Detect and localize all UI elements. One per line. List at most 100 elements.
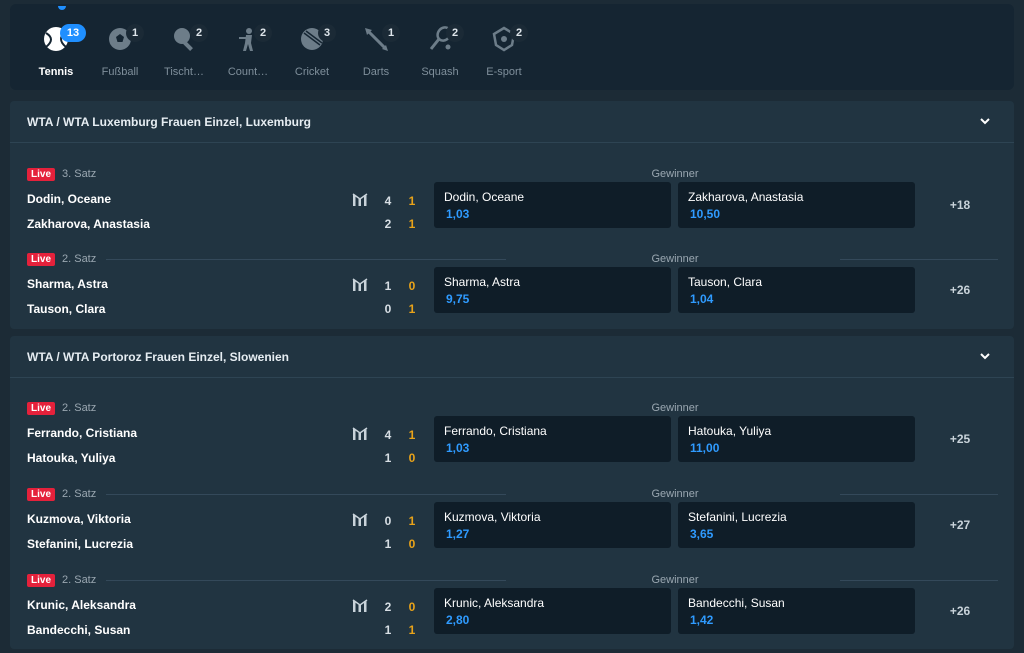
live-badge: Live (27, 168, 56, 181)
odd-button-away[interactable]: Hatouka, Yuliya 11,00 (678, 416, 915, 462)
divider (840, 580, 998, 581)
league-header[interactable]: WTA / WTA Portoroz Frauen Einzel, Slowen… (10, 336, 1014, 378)
stats-icon[interactable] (352, 193, 368, 207)
games-away: 1 (408, 217, 416, 231)
sets-away: 0 (384, 302, 392, 316)
more-markets-button[interactable]: +26 (949, 283, 971, 297)
market-label: Gewinner (651, 488, 699, 500)
sport-label: Squash (421, 66, 459, 78)
odd-selection: Krunic, Aleksandra (444, 596, 545, 610)
sets-away: 1 (384, 623, 392, 637)
sets-away: 1 (384, 451, 392, 465)
odd-button-away[interactable]: Stefanini, Lucrezia 3,65 (678, 502, 915, 548)
odd-button-away[interactable]: Bandecchi, Susan 1,42 (678, 588, 915, 634)
sport-tab-tennis[interactable]: 13 Tennis (24, 18, 88, 80)
games-home: 1 (408, 514, 416, 528)
league-title: WTA / WTA Portoroz Frauen Einzel, Slowen… (27, 349, 290, 364)
sports-nav: 13 Tennis 1 Fußball 2 Tischt… 2 Count… (24, 18, 536, 80)
sport-tab-esport[interactable]: 2 E-sport (472, 18, 536, 80)
league-header[interactable]: WTA / WTA Luxemburg Frauen Einzel, Luxem… (10, 101, 1014, 143)
player-away[interactable]: Zakharova, Anastasia (27, 217, 150, 231)
sport-tab-darts[interactable]: 1 Darts (344, 18, 408, 80)
stats-icon[interactable] (352, 278, 368, 292)
more-markets-button[interactable]: +27 (949, 518, 971, 532)
sports-bar: 13 Tennis 1 Fußball 2 Tischt… 2 Count… (10, 4, 1014, 90)
odd-selection: Bandecchi, Susan (688, 596, 785, 610)
match-period: 2. Satz (62, 253, 97, 265)
odd-selection: Hatouka, Yuliya (688, 424, 772, 438)
odd-value: 10,50 (690, 207, 721, 221)
player-home[interactable]: Krunic, Aleksandra (27, 598, 136, 612)
games-home: 1 (408, 194, 416, 208)
stats-icon[interactable] (352, 513, 368, 527)
odd-button-away[interactable]: Tauson, Clara 1,04 (678, 267, 915, 313)
odd-button-home[interactable]: Dodin, Oceane 1,03 (434, 182, 671, 228)
divider (106, 259, 506, 260)
sport-label: Tischt… (164, 66, 204, 78)
sport-count-badge: 2 (190, 24, 208, 42)
odd-button-home[interactable]: Sharma, Astra 9,75 (434, 267, 671, 313)
league-section: WTA / WTA Portoroz Frauen Einzel, Slowen… (10, 336, 1014, 649)
games-away: 1 (408, 302, 416, 316)
player-home[interactable]: Ferrando, Cristiana (27, 426, 138, 440)
chevron-down-icon[interactable] (978, 114, 992, 128)
sport-label: E-sport (486, 66, 522, 78)
more-markets-button[interactable]: +26 (949, 604, 971, 618)
player-away[interactable]: Hatouka, Yuliya (27, 451, 116, 465)
sport-tab-cricket[interactable]: 3 Cricket (280, 18, 344, 80)
sets-home: 1 (384, 279, 392, 293)
sport-tab-football[interactable]: 1 Fußball (88, 18, 152, 80)
divider (106, 494, 506, 495)
cricket-ball-icon (297, 24, 327, 54)
player-home[interactable]: Kuzmova, Viktoria (27, 512, 131, 526)
market-label: Gewinner (651, 574, 699, 586)
odd-value: 11,00 (690, 441, 720, 455)
odd-value: 1,04 (690, 292, 714, 306)
odd-button-home[interactable]: Krunic, Aleksandra 2,80 (434, 588, 671, 634)
sport-count-badge: 1 (126, 24, 144, 42)
odd-button-away[interactable]: Zakharova, Anastasia 10,50 (678, 182, 915, 228)
player-home[interactable]: Sharma, Astra (27, 277, 108, 291)
match-row: Live 3. Satz Dodin, Oceane Zakharova, An… (10, 158, 1014, 242)
odd-selection: Stefanini, Lucrezia (688, 510, 787, 524)
dart-icon (361, 24, 391, 54)
stats-icon[interactable] (352, 599, 368, 613)
divider (106, 580, 506, 581)
odd-value: 2,80 (446, 613, 470, 627)
games-home: 0 (408, 279, 416, 293)
more-markets-button[interactable]: +18 (949, 198, 971, 212)
odd-value: 3,65 (690, 527, 714, 541)
sport-tab-table-tennis[interactable]: 2 Tischt… (152, 18, 216, 80)
sport-count-badge: 2 (446, 24, 464, 42)
player-home[interactable]: Dodin, Oceane (27, 192, 112, 206)
odd-value: 9,75 (446, 292, 470, 306)
odd-selection: Kuzmova, Viktoria (444, 510, 541, 524)
odd-button-home[interactable]: Ferrando, Cristiana 1,03 (434, 416, 671, 462)
sport-tab-counter-strike[interactable]: 2 Count… (216, 18, 280, 80)
sport-tab-squash[interactable]: 2 Squash (408, 18, 472, 80)
sport-label: Count… (227, 66, 269, 78)
odd-button-home[interactable]: Kuzmova, Viktoria 1,27 (434, 502, 671, 548)
player-away[interactable]: Stefanini, Lucrezia (27, 537, 134, 551)
match-period: 2. Satz (62, 402, 97, 414)
sets-away: 1 (384, 537, 392, 551)
odd-value: 1,03 (446, 441, 470, 455)
player-away[interactable]: Bandecchi, Susan (27, 623, 131, 637)
chevron-down-icon[interactable] (978, 349, 992, 363)
sport-count-badge: 2 (254, 24, 272, 42)
active-indicator (58, 6, 66, 10)
league-title: WTA / WTA Luxemburg Frauen Einzel, Luxem… (27, 114, 312, 129)
more-markets-button[interactable]: +25 (949, 432, 971, 446)
sport-label: Fußball (101, 66, 139, 78)
sets-home: 4 (384, 194, 392, 208)
divider (840, 259, 998, 260)
player-away[interactable]: Tauson, Clara (27, 302, 106, 316)
match-row: Live 2. Satz Sharma, Astra Tauson, Clara… (10, 243, 1014, 327)
stats-icon[interactable] (352, 427, 368, 441)
sport-label: Darts (362, 66, 390, 78)
sets-home: 0 (384, 514, 392, 528)
match-period: 2. Satz (62, 488, 97, 500)
sets-away: 2 (384, 217, 392, 231)
odd-value: 1,42 (690, 613, 714, 627)
live-badge: Live (27, 402, 56, 415)
